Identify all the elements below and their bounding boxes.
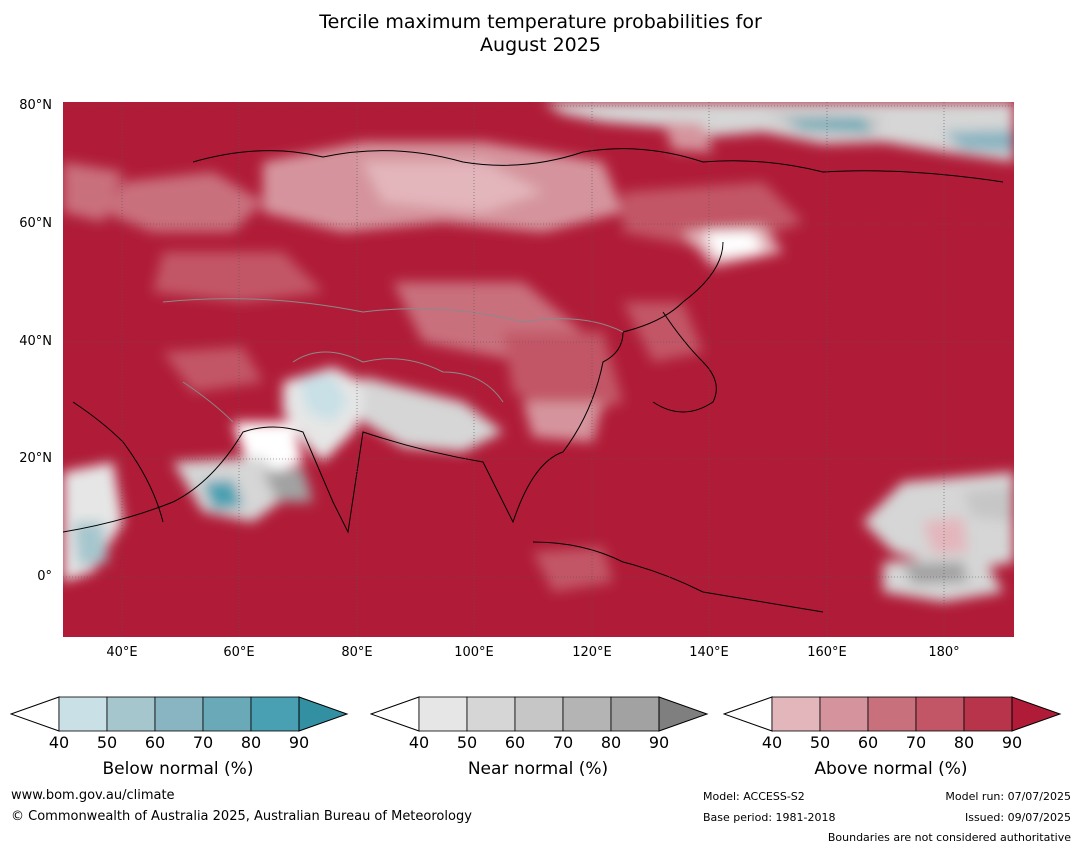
colorbar-near-max-extension	[658, 696, 709, 732]
lat-label-80n: 80°N	[19, 98, 52, 113]
colorbar-below-tick: 40	[48, 733, 70, 752]
colorbar-above-tick: 80	[953, 733, 975, 752]
colorbar-near-normal	[370, 696, 709, 732]
colorbar-above-tick: 40	[761, 733, 783, 752]
colorbar-above-segment	[915, 696, 965, 732]
lat-label-40n: 40°N	[19, 334, 52, 349]
colorbar-near-segment	[562, 696, 612, 732]
colorbar-below-max-extension	[298, 696, 349, 732]
colorbar-near-tick: 80	[600, 733, 622, 752]
disclaimer-text: Boundaries are not considered authoritat…	[827, 831, 1071, 844]
colorbar-below-segment	[202, 696, 252, 732]
colorbar-above-segment	[819, 696, 869, 732]
colorbar-near-segment	[610, 696, 660, 732]
colorbar-near-min-extension	[370, 696, 420, 732]
website-link[interactable]: www.bom.gov.au/climate	[11, 788, 175, 803]
lat-label-0: 0°	[37, 569, 52, 584]
lon-label-140e: 140°E	[689, 645, 729, 660]
issued-text: Issued: 09/07/2025	[964, 811, 1071, 824]
colorbar-above-tick: 70	[905, 733, 927, 752]
probability-map	[63, 102, 1014, 637]
lat-label-20n: 20°N	[19, 451, 52, 466]
colorbar-below-tick: 80	[240, 733, 262, 752]
map-title-line1: Tercile maximum temperature probabilitie…	[319, 11, 762, 33]
model-text: Model: ACCESS-S2	[703, 790, 805, 803]
colorbar-near-segment	[466, 696, 516, 732]
lon-label-180: 180°	[928, 645, 960, 660]
colorbar-below-segment	[106, 696, 156, 732]
colorbar-label-above: Above normal (%)	[814, 759, 968, 779]
probability-shading	[63, 102, 1014, 602]
colorbar-above-min-extension	[723, 696, 773, 732]
colorbar-near-tick: 60	[504, 733, 526, 752]
colorbar-above-max-extension	[1011, 696, 1062, 732]
gridlines	[63, 102, 1014, 637]
colorbar-above-tick: 50	[809, 733, 831, 752]
colorbar-above-segment	[963, 696, 1013, 732]
colorbar-below-tick: 60	[144, 733, 166, 752]
colorbar-below-normal	[10, 696, 349, 732]
colorbar-above-tick: 90	[1001, 733, 1023, 752]
colorbar-below-min-extension	[10, 696, 60, 732]
colorbar-near-tick: 50	[456, 733, 478, 752]
colorbar-near-tick: 70	[552, 733, 574, 752]
colorbar-below-tick: 70	[192, 733, 214, 752]
colorbar-near-tick: 90	[648, 733, 670, 752]
colorbar-above-tick: 60	[857, 733, 879, 752]
country-borders	[162, 298, 624, 423]
colorbar-near-segment	[418, 696, 468, 732]
colorbar-above-segment	[771, 696, 821, 732]
coastlines	[63, 148, 1004, 613]
map-title-line2: August 2025	[480, 34, 601, 56]
colorbar-label-near: Near normal (%)	[467, 759, 609, 779]
colorbar-label-below: Below normal (%)	[102, 759, 254, 779]
colorbar-above-segment	[867, 696, 917, 732]
colorbar-below-tick: 90	[288, 733, 310, 752]
lat-label-60n: 60°N	[19, 216, 52, 231]
colorbar-below-segment	[58, 696, 108, 732]
colorbar-below-segment	[250, 696, 300, 732]
base-period-text: Base period: 1981-2018	[703, 811, 836, 824]
colorbar-above-normal	[723, 696, 1062, 732]
colorbar-below-segment	[154, 696, 204, 732]
lon-label-160e: 160°E	[807, 645, 847, 660]
model-run-text: Model run: 07/07/2025	[945, 790, 1071, 803]
lon-label-40e: 40°E	[106, 645, 138, 660]
lon-label-100e: 100°E	[454, 645, 494, 660]
colorbar-near-segment	[514, 696, 564, 732]
lon-label-80e: 80°E	[341, 645, 373, 660]
lon-label-60e: 60°E	[223, 645, 255, 660]
lon-label-120e: 120°E	[572, 645, 612, 660]
colorbar-below-tick: 50	[96, 733, 118, 752]
colorbar-near-tick: 40	[408, 733, 430, 752]
copyright-text: © Commonwealth of Australia 2025, Austra…	[11, 809, 472, 824]
